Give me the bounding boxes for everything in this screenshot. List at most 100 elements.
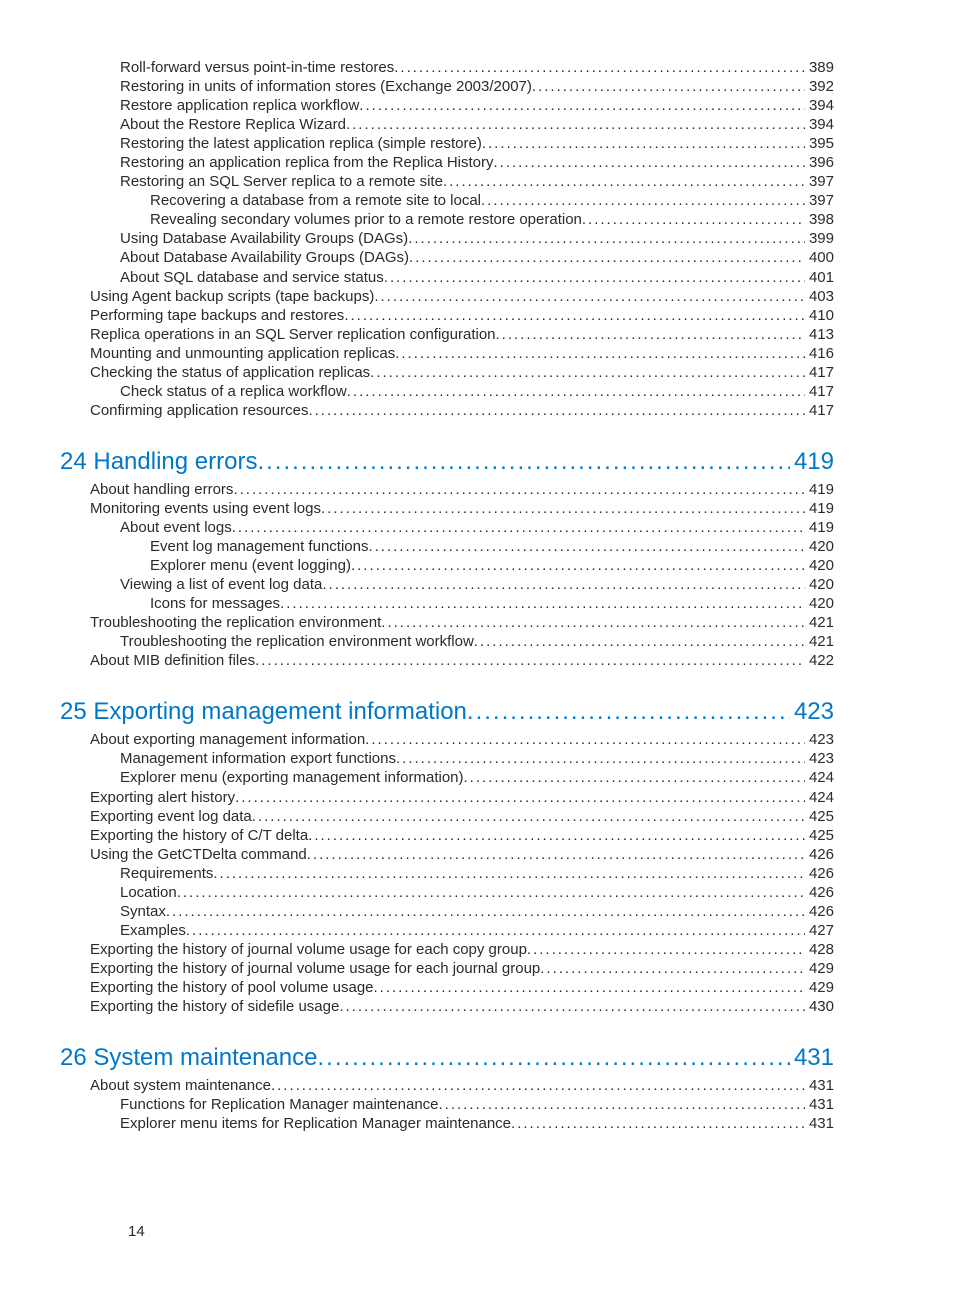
toc-title: Confirming application resources — [90, 401, 308, 420]
table-of-contents: Roll-forward versus point-in-time restor… — [60, 58, 834, 1133]
toc-leader-dots — [339, 997, 805, 1016]
toc-entry[interactable]: Troubleshooting the replication environm… — [60, 613, 834, 632]
toc-entry[interactable]: Exporting the history of C/T delta 425 — [60, 826, 834, 845]
toc-entry[interactable]: Examples 427 — [60, 921, 834, 940]
toc-page-number: 426 — [805, 864, 834, 883]
toc-entry[interactable]: Location 426 — [60, 883, 834, 902]
toc-chapter[interactable]: 26 System maintenance 431 — [60, 1044, 834, 1072]
toc-page-number: 394 — [805, 115, 834, 134]
toc-entry[interactable]: Revealing secondary volumes prior to a r… — [60, 210, 834, 229]
toc-title: Restoring an application replica from th… — [120, 153, 494, 172]
toc-title: Location — [120, 883, 177, 902]
toc-entry[interactable]: Exporting the history of journal volume … — [60, 940, 834, 959]
toc-entry[interactable]: Restoring an application replica from th… — [60, 153, 834, 172]
toc-leader-dots — [177, 883, 805, 902]
toc-entry[interactable]: Roll-forward versus point-in-time restor… — [60, 58, 834, 77]
toc-entry[interactable]: Checking the status of application repli… — [60, 363, 834, 382]
toc-page-number: 423 — [805, 730, 834, 749]
toc-title: Exporting the history of C/T delta — [90, 826, 308, 845]
toc-page-number: 392 — [805, 77, 834, 96]
toc-page-number: 410 — [805, 306, 834, 325]
toc-title: Replica operations in an SQL Server repl… — [90, 325, 496, 344]
toc-title: Explorer menu items for Replication Mana… — [120, 1114, 511, 1133]
toc-entry[interactable]: About exporting management information 4… — [60, 730, 834, 749]
toc-entry[interactable]: Requirements 426 — [60, 864, 834, 883]
toc-title: Explorer menu (event logging) — [150, 556, 351, 575]
toc-page-number: 400 — [805, 248, 834, 267]
toc-page-number: 425 — [805, 807, 834, 826]
toc-title: Exporting the history of journal volume … — [90, 940, 527, 959]
toc-leader-dots — [540, 959, 805, 978]
toc-entry[interactable]: Performing tape backups and restores 410 — [60, 306, 834, 325]
toc-entry[interactable]: Exporting the history of pool volume usa… — [60, 978, 834, 997]
toc-title: Explorer menu (exporting management info… — [120, 768, 464, 787]
toc-leader-dots — [308, 401, 805, 420]
toc-entry[interactable]: Exporting event log data 425 — [60, 807, 834, 826]
toc-entry[interactable]: About handling errors 419 — [60, 480, 834, 499]
toc-entry[interactable]: Monitoring events using event logs 419 — [60, 499, 834, 518]
toc-leader-dots — [582, 210, 805, 229]
toc-leader-dots — [467, 698, 790, 726]
toc-entry[interactable]: Restoring in units of information stores… — [60, 77, 834, 96]
toc-title: Using Database Availability Groups (DAGs… — [120, 229, 408, 248]
toc-leader-dots — [381, 613, 805, 632]
toc-entry[interactable]: About event logs 419 — [60, 518, 834, 537]
toc-entry[interactable]: Restoring an SQL Server replica to a rem… — [60, 172, 834, 191]
toc-entry[interactable]: Explorer menu items for Replication Mana… — [60, 1114, 834, 1133]
toc-entry[interactable]: Mounting and unmounting application repl… — [60, 344, 834, 363]
toc-title: Check status of a replica workflow — [120, 382, 347, 401]
toc-entry[interactable]: Event log management functions 420 — [60, 537, 834, 556]
toc-entry[interactable]: Using Agent backup scripts (tape backups… — [60, 287, 834, 306]
toc-entry[interactable]: Using Database Availability Groups (DAGs… — [60, 229, 834, 248]
toc-page-number: 423 — [790, 698, 834, 726]
toc-entry[interactable]: Exporting the history of sidefile usage … — [60, 997, 834, 1016]
toc-entry[interactable]: About MIB definition files 422 — [60, 651, 834, 670]
toc-title: About handling errors — [90, 480, 233, 499]
toc-leader-dots — [321, 499, 805, 518]
toc-entry[interactable]: Management information export functions … — [60, 749, 834, 768]
toc-entry[interactable]: Check status of a replica workflow 417 — [60, 382, 834, 401]
toc-leader-dots — [351, 556, 805, 575]
toc-chapter[interactable]: 25 Exporting management information 423 — [60, 698, 834, 726]
toc-entry[interactable]: Viewing a list of event log data 420 — [60, 575, 834, 594]
toc-leader-dots — [374, 978, 805, 997]
toc-page-number: 417 — [805, 382, 834, 401]
toc-leader-dots — [257, 448, 790, 476]
toc-title: Roll-forward versus point-in-time restor… — [120, 58, 394, 77]
toc-entry[interactable]: About system maintenance 431 — [60, 1076, 834, 1095]
toc-title: 26 System maintenance — [60, 1044, 317, 1072]
toc-title: Revealing secondary volumes prior to a r… — [150, 210, 582, 229]
toc-entry[interactable]: Restore application replica workflow 394 — [60, 96, 834, 115]
toc-entry[interactable]: Explorer menu (event logging) 420 — [60, 556, 834, 575]
toc-entry[interactable]: Replica operations in an SQL Server repl… — [60, 325, 834, 344]
toc-entry[interactable]: About SQL database and service status 40… — [60, 268, 834, 287]
toc-entry[interactable]: Using the GetCTDelta command 426 — [60, 845, 834, 864]
toc-chapter[interactable]: 24 Handling errors 419 — [60, 448, 834, 476]
toc-title: Event log management functions — [150, 537, 368, 556]
toc-entry[interactable]: Explorer menu (exporting management info… — [60, 768, 834, 787]
toc-title: Using Agent backup scripts (tape backups… — [90, 287, 374, 306]
toc-title: Troubleshooting the replication environm… — [120, 632, 474, 651]
toc-entry[interactable]: Exporting alert history 424 — [60, 788, 834, 807]
toc-leader-dots — [235, 788, 805, 807]
toc-title: Restoring an SQL Server replica to a rem… — [120, 172, 443, 191]
toc-entry[interactable]: Syntax 426 — [60, 902, 834, 921]
toc-title: Icons for messages — [150, 594, 280, 613]
toc-entry[interactable]: Troubleshooting the replication environm… — [60, 632, 834, 651]
toc-entry[interactable]: Exporting the history of journal volume … — [60, 959, 834, 978]
toc-leader-dots — [394, 58, 805, 77]
toc-entry[interactable]: Confirming application resources 417 — [60, 401, 834, 420]
toc-entry[interactable]: Recovering a database from a remote site… — [60, 191, 834, 210]
toc-page-number: 421 — [805, 613, 834, 632]
toc-entry[interactable]: About Database Availability Groups (DAGs… — [60, 248, 834, 267]
toc-page-number: 413 — [805, 325, 834, 344]
toc-leader-dots — [232, 518, 805, 537]
toc-entry[interactable]: Icons for messages 420 — [60, 594, 834, 613]
toc-leader-dots — [482, 134, 805, 153]
toc-page-number: 419 — [790, 448, 834, 476]
toc-leader-dots — [496, 325, 805, 344]
toc-entry[interactable]: About the Restore Replica Wizard 394 — [60, 115, 834, 134]
toc-title: Examples — [120, 921, 186, 940]
toc-entry[interactable]: Functions for Replication Manager mainte… — [60, 1095, 834, 1114]
toc-entry[interactable]: Restoring the latest application replica… — [60, 134, 834, 153]
